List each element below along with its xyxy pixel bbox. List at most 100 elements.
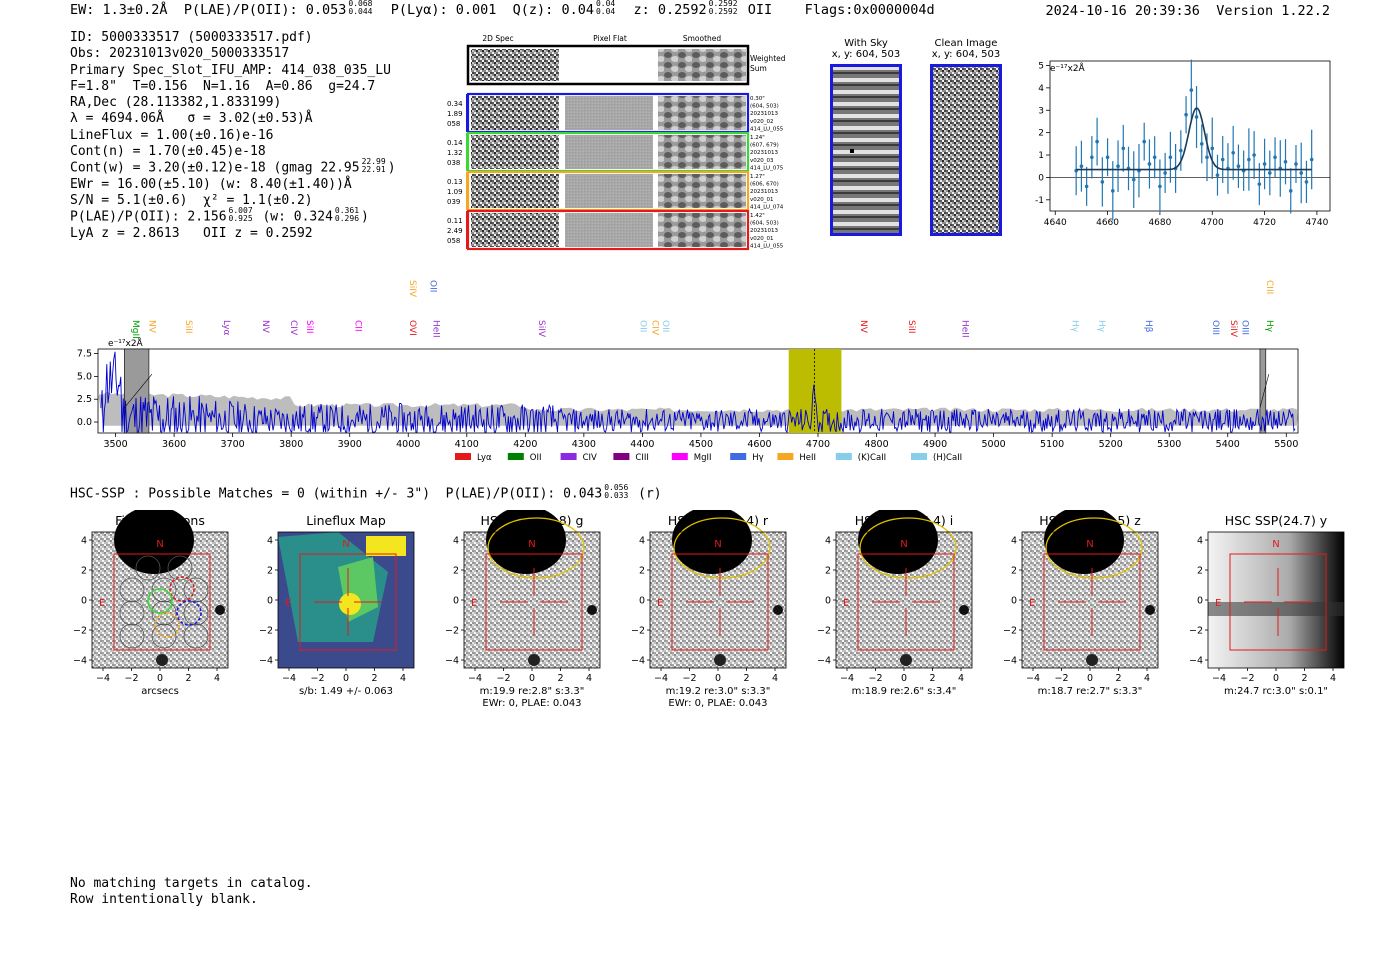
- panel-x-tick-label: 2: [1301, 673, 1307, 684]
- cutout-right-label: (606, 670): [750, 182, 779, 188]
- cutout-row-marker: [466, 133, 469, 171]
- legend-swatch: [730, 453, 747, 460]
- panel-y-tick-label: −2: [445, 626, 459, 637]
- panel-x-tick-label: −2: [682, 673, 696, 684]
- legend-swatch: [911, 453, 927, 460]
- cutout-right-label: 1.27": [750, 174, 765, 180]
- cutout-right-label: 414_LU_055: [750, 243, 784, 249]
- plae-lo: 0.044: [348, 7, 373, 16]
- spectrum-line-label: SiIV: [536, 320, 546, 338]
- fit-point: [1184, 112, 1188, 117]
- panel-y-tick-label: 4: [1197, 536, 1203, 547]
- fit-point: [1299, 171, 1304, 175]
- fit-point: [1252, 153, 1256, 157]
- fit-point: [1116, 164, 1120, 169]
- with-sky-xy: x, y: 604, 503: [831, 49, 901, 60]
- search-box: [485, 553, 583, 651]
- gmag-lo: 22.91: [361, 165, 386, 175]
- panel-x-tick-label: 4: [214, 673, 220, 684]
- fit-point: [1095, 139, 1099, 144]
- flux-map-peak: [339, 593, 361, 615]
- info-cont-n: Cont(n) = 1.70(±0.45)e-18: [70, 144, 266, 160]
- fit-point: [1205, 155, 1209, 160]
- col-title-smooth: Smoothed: [683, 34, 722, 43]
- info-ewr: EWr = 16.00(±5.10) (w: 8.40(±1.40))Å: [70, 176, 352, 192]
- weighted-label-2: Sum: [750, 64, 767, 73]
- imaging-panel: HSC SSP(24.7) y N E −4 −2 0 2 4 4 2 0 −2 −4 m:24.7 rc…: [1189, 513, 1345, 697]
- panel-y-tick-label: −2: [73, 626, 87, 637]
- spectrum-unit-label: e⁻¹⁷x2Å: [108, 337, 144, 349]
- cutout-left-label: 0.34: [447, 100, 463, 108]
- panel-y-tick-label: −4: [1003, 656, 1017, 667]
- spectrum-legend: Lyα OII CIV CIII MgII Hγ HeII (K)CaII (H)CaII: [455, 453, 962, 463]
- legend-swatch: [613, 453, 630, 460]
- plae-hi: 0.068: [348, 0, 373, 8]
- fit-point: [1199, 142, 1204, 146]
- panel-y-tick-label: 4: [267, 536, 273, 547]
- fiber-orange: [154, 612, 180, 638]
- panel-x-tick-label: 0: [1273, 673, 1279, 684]
- clean-image: [930, 64, 1002, 236]
- panel-y-tick-label: −4: [631, 656, 645, 667]
- full-spectrum-chart: MgII NV SiII Lyα NV CIV SiII CII SiIV OII OVI HeII S…: [77, 280, 1299, 463]
- panel-caption-1: m:19.2 re:3.0" s:3.3": [666, 686, 771, 697]
- panel-caption-1: m:24.7 rc:3.0" s:0.1": [1224, 686, 1328, 697]
- panel-x-tick-label: −2: [496, 673, 510, 684]
- cutout-2d: [471, 174, 559, 208]
- bright-source: [672, 510, 752, 574]
- masked-region: [1259, 348, 1267, 434]
- cutout-left-label: 0.14: [447, 139, 463, 147]
- spectrum-line-labels: MgII NV SiII Lyα NV CIV SiII CII SiIV OII OVI HeII S…: [130, 280, 1274, 339]
- plae-w-hi: 0.361: [334, 206, 360, 216]
- north-label: N: [1086, 539, 1093, 550]
- side-source: [587, 605, 597, 615]
- fit-point: [1288, 189, 1293, 193]
- spectrum-x-tick-label: 5200: [1099, 439, 1123, 450]
- fit-x-tick-label: 4740: [1305, 218, 1328, 228]
- plae-w-lo: 0.296: [334, 214, 360, 224]
- cutout-left-label: 038: [447, 159, 460, 167]
- spectrum-x-tick-label: 3700: [221, 439, 245, 450]
- panel-y-tick-label: 4: [825, 536, 831, 547]
- spectrum-line-label: SiII: [304, 320, 314, 334]
- masked-hatch: [124, 374, 153, 408]
- legend-label: Hγ: [752, 453, 763, 463]
- spectrum-line-label: OII: [638, 320, 648, 332]
- bright-source: [858, 510, 938, 574]
- cutout-flat: [565, 135, 653, 169]
- z-hi: 0.2592: [708, 0, 738, 8]
- spectrum-x-tick-label: 4400: [630, 439, 654, 450]
- panel-x-tick-label: −2: [310, 673, 324, 684]
- clean-image-xy: x, y: 604, 503: [931, 49, 1001, 60]
- fiber-circle: [151, 577, 177, 603]
- fit-point: [1257, 182, 1262, 186]
- east-label: E: [1215, 598, 1221, 609]
- panel-y-tick-label: 2: [639, 566, 645, 577]
- fit-point: [1309, 157, 1314, 162]
- panel-x-tick-label: 2: [185, 673, 191, 684]
- spectrum-ticks: 3500 3600 3700 3800 3900 4000 4100 4200 4300 4400…: [77, 349, 1298, 450]
- spectrum-line-label: Hγ: [1070, 320, 1080, 333]
- east-label: E: [99, 598, 105, 609]
- cutout-2d: [471, 213, 559, 247]
- panel-caption-1: arcsecs: [141, 686, 179, 697]
- cutout-right-label: v020_02: [750, 119, 774, 125]
- fit-y-tick-label: 0: [1038, 173, 1044, 183]
- east-label: E: [285, 598, 291, 609]
- with-sky-source: [850, 149, 854, 153]
- panel-y-tick-label: 0: [267, 596, 273, 607]
- bright-source: [1044, 510, 1124, 574]
- legend-swatch: [455, 453, 471, 460]
- legend-label: (H)CaII: [933, 453, 962, 463]
- fit-x-tick-label: 4660: [1096, 218, 1119, 228]
- spectrum-x-tick-label: 4700: [806, 439, 830, 450]
- side-source: [215, 605, 225, 615]
- panel-y-tick-label: −2: [1189, 626, 1203, 637]
- panel-y-tick-label: −4: [445, 656, 459, 667]
- cutout-left-label: 058: [447, 120, 460, 128]
- legend-label: (K)CaII: [858, 453, 886, 463]
- panel-caption-1: s/b: 1.49 +/- 0.063: [299, 686, 393, 697]
- line-fit-chart: e⁻¹⁷x2Å 4640 4660 4680 4700 4720 4740 -1 0 1 2 3 4 5: [1035, 59, 1331, 228]
- cutout-smoothed: [658, 174, 746, 208]
